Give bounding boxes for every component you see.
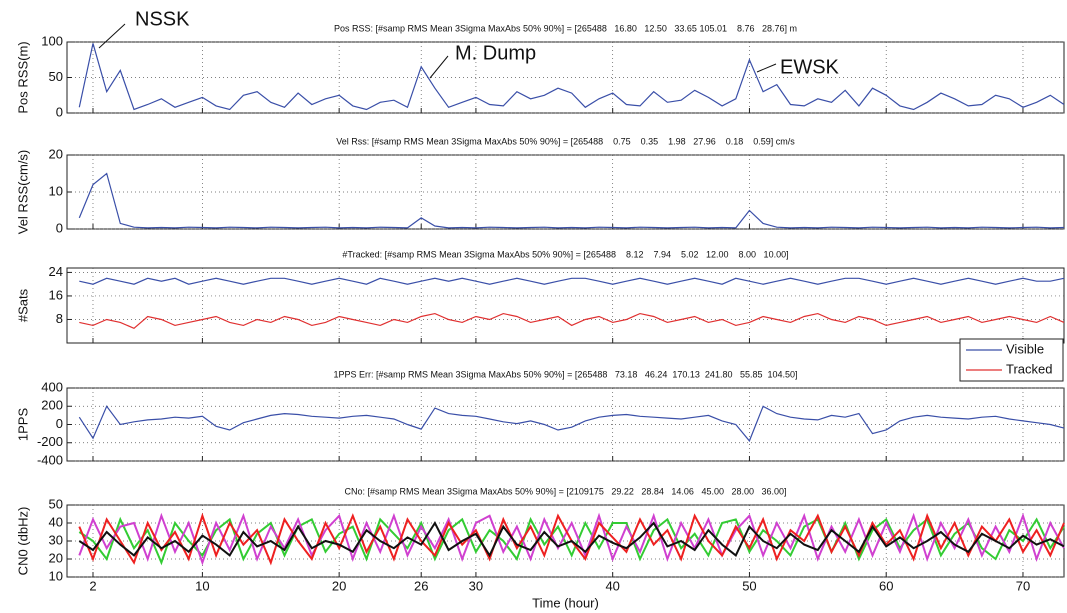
x-tick-label: 2 (89, 578, 96, 593)
data-line (78, 520, 1065, 558)
x-tick-label: 10 (195, 578, 209, 593)
y-axis-label: #Sats (15, 288, 30, 322)
x-tick-label: 50 (742, 578, 756, 593)
y-tick-label: 0 (56, 416, 63, 431)
plot-area (66, 41, 1065, 114)
y-tick-label: 0 (56, 220, 63, 235)
legend: Visible Tracked (959, 338, 1064, 382)
x-tick-label: 30 (469, 578, 483, 593)
y-tick-label: 40 (49, 514, 63, 529)
plot-area (66, 387, 1065, 462)
y-tick-label: 30 (49, 532, 63, 547)
y-tick-label: 200 (41, 398, 63, 413)
y-tick-label: 10 (49, 183, 63, 198)
y-tick-label: 20 (49, 550, 63, 565)
plot-area (66, 154, 1065, 230)
panel: 0 50 100 Pos RSS: [#samp RMS Mean 3Sigma Ma… (15, 23, 1065, 119)
data-line (78, 405, 1065, 443)
x-tick-label: 70 (1016, 578, 1030, 593)
y-axis-label: Vel RSS(cm/s) (15, 150, 30, 235)
x-axis-label: Time (hour) (532, 595, 599, 610)
arrow (429, 55, 449, 79)
legend-label: Visible (1006, 341, 1044, 356)
data-line (79, 312, 1065, 329)
y-tick-label: 100 (41, 33, 63, 48)
panel-title: CNo: [#samp RMS Mean 3Sigma MaxAbs 50% 9… (344, 486, 786, 496)
legend-box (959, 338, 1064, 382)
data-line (78, 516, 1065, 566)
y-tick-label: 0 (56, 104, 63, 119)
data-line (78, 512, 1065, 566)
y-axis-label: Pos RSS(m) (15, 41, 30, 113)
data-line (79, 277, 1065, 285)
data-line (78, 43, 1065, 111)
annotation: EWSK (780, 56, 840, 78)
x-tick-label: 26 (414, 578, 428, 593)
y-tick-label: -400 (37, 452, 63, 467)
panel-title: Pos RSS: [#samp RMS Mean 3Sigma MaxAbs 5… (334, 23, 797, 33)
panel: 10 20 30 40 50 2 10 20 26 30 40 50 60 70 CNo: [#samp R… (15, 486, 1065, 610)
y-tick-label: 24 (49, 264, 63, 279)
panel: 8 16 24 #Tracked: [#samp RMS Mean 3Sigma Ma… (15, 249, 1065, 382)
x-tick-label: 20 (332, 578, 346, 593)
y-tick-label: 50 (49, 496, 63, 511)
y-tick-label: 20 (49, 146, 63, 161)
legend-label: Tracked (1006, 361, 1052, 376)
data-line (78, 172, 1065, 229)
panel-title: 1PPS Err: [#samp RMS Mean 3Sigma MaxAbs … (333, 369, 797, 379)
panel-title: Vel Rss: [#samp RMS Mean 3Sigma MaxAbs 5… (336, 136, 795, 146)
y-tick-label: 8 (56, 311, 63, 326)
panel: 0 10 20 Vel Rss: [#samp RMS Mean 3Sigma Max… (15, 136, 1065, 235)
panel: -400 -200 0 200 400 1PPS Err: [#samp RMS Mean… (15, 369, 1065, 467)
x-tick-label: 40 (605, 578, 619, 593)
panel-title: #Tracked: [#samp RMS Mean 3Sigma MaxAbs … (342, 249, 788, 259)
y-tick-label: 400 (41, 379, 63, 394)
x-tick-label: 60 (879, 578, 893, 593)
y-tick-label: -200 (37, 434, 63, 449)
y-axis-label: CN0 (dbHz) (15, 507, 30, 576)
y-tick-label: 10 (49, 568, 63, 583)
arrow (98, 23, 126, 49)
annotation: M. Dump (455, 42, 536, 64)
y-axis-label: 1PPS (15, 408, 30, 442)
y-tick-label: 16 (49, 287, 63, 302)
annotation: NSSK (135, 8, 190, 30)
arrow (756, 63, 777, 73)
plot-area (66, 267, 1065, 344)
y-tick-label: 50 (49, 69, 63, 84)
